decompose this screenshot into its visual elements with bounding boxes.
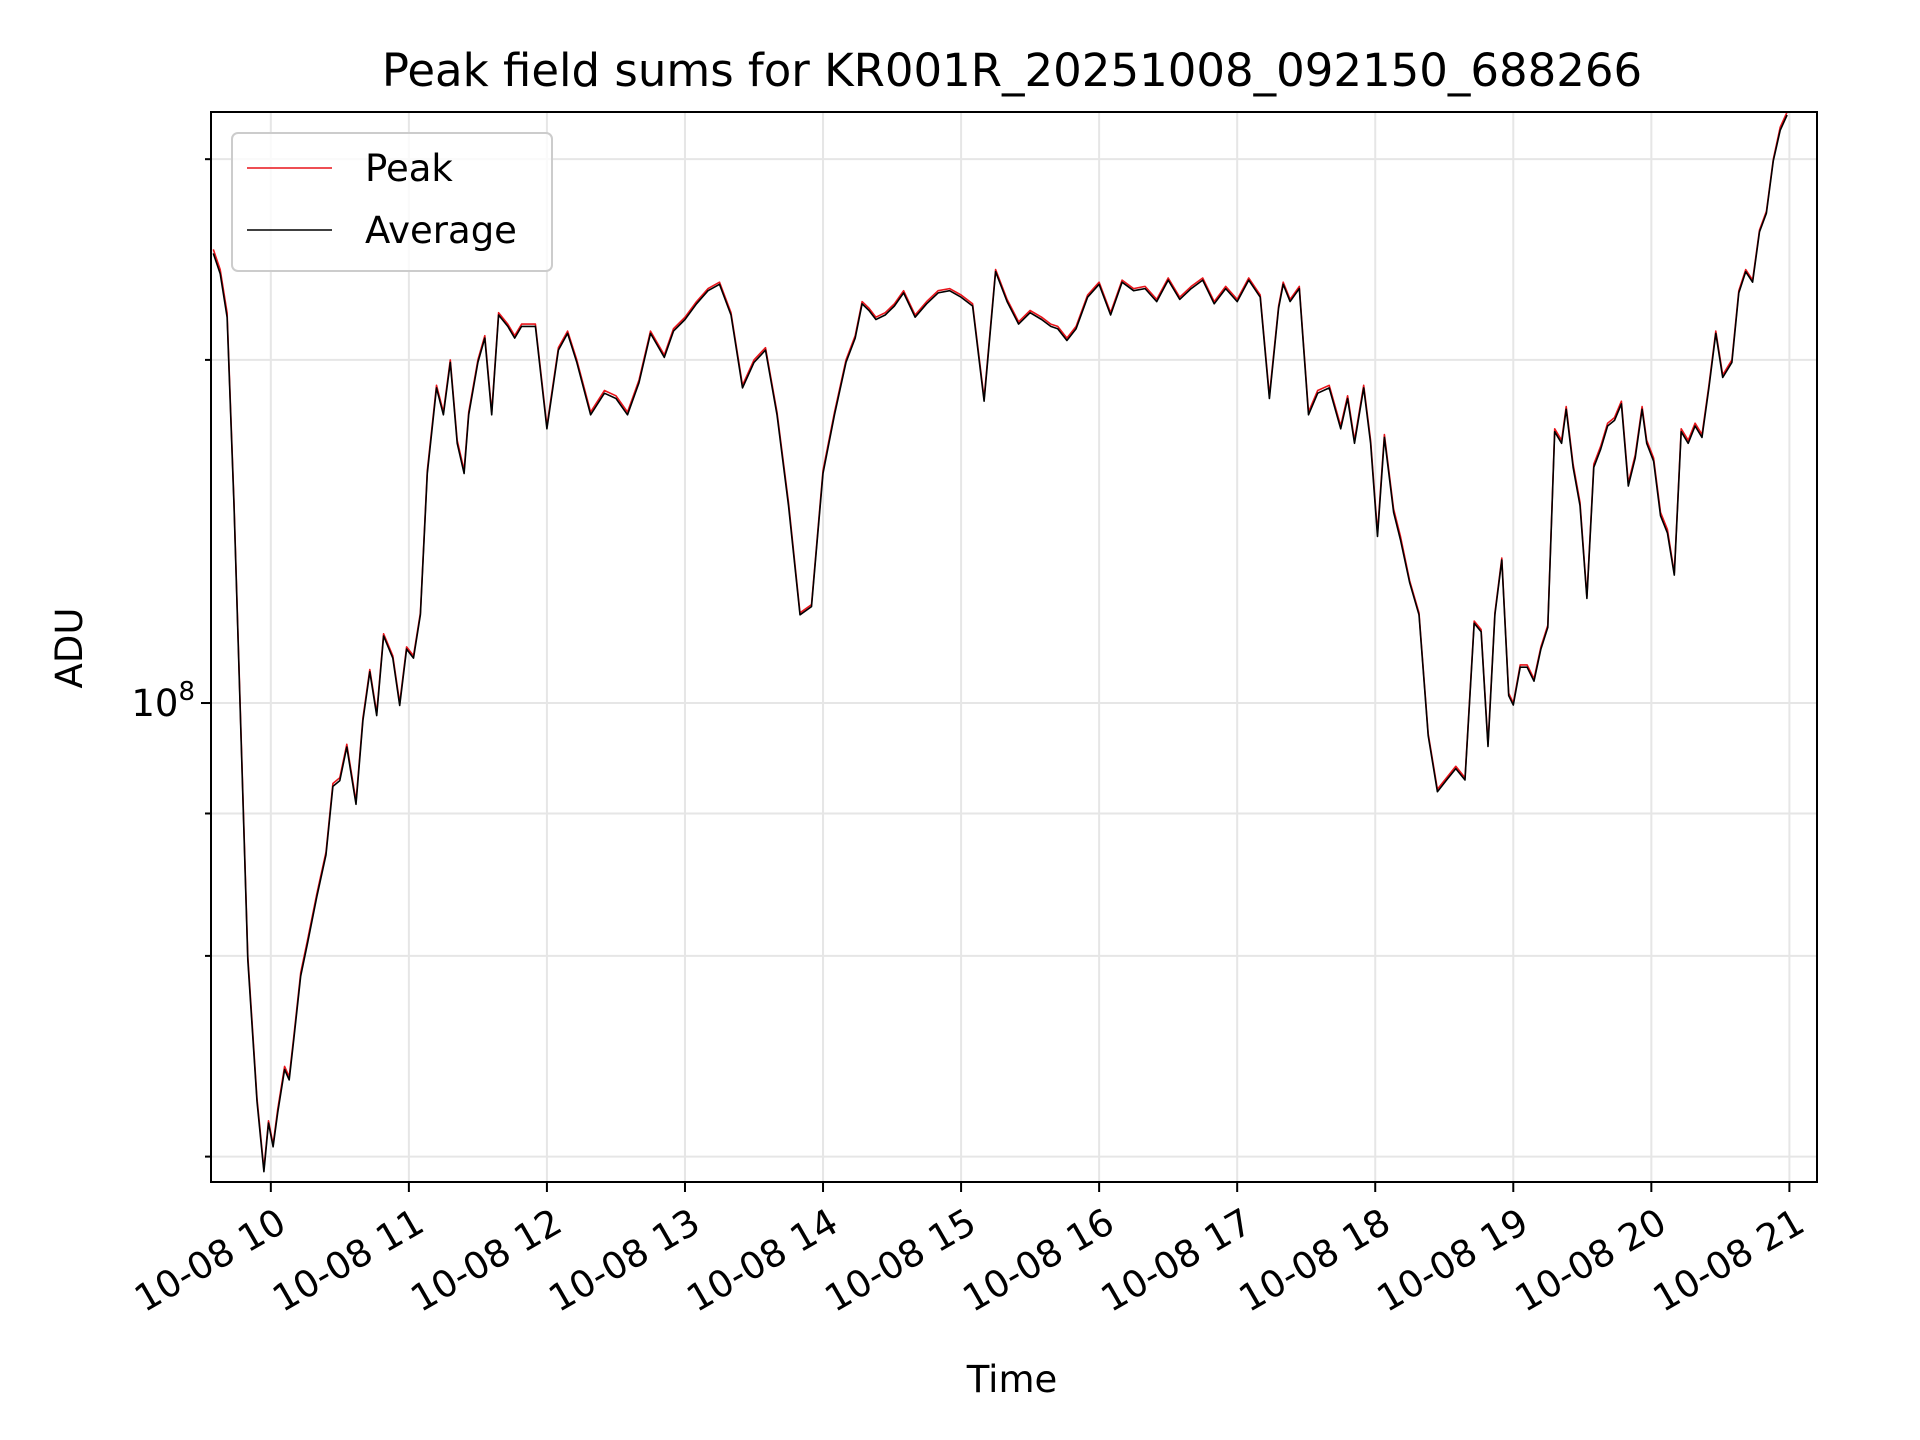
chart-title: Peak field sums for KR001R_20251008_0921… — [382, 44, 1642, 97]
y-tick-label: 108 — [131, 677, 195, 725]
axes-frame — [210, 111, 1818, 1183]
grid-lines — [211, 112, 1817, 1182]
x-axis-label: Time — [966, 1358, 1058, 1401]
legend-peak-label: Peak — [365, 147, 453, 190]
average-series-line — [212, 114, 1788, 1173]
legend: Peak Average — [231, 132, 553, 272]
y-axis-ticks: 108 — [131, 158, 211, 1158]
y-axis-label: ADU — [48, 608, 91, 689]
y-tick-label-exponent: 8 — [178, 677, 195, 707]
legend-average-label: Average — [365, 209, 517, 252]
plot-series — [212, 112, 1788, 1173]
y-tick-label-base: 10 — [131, 682, 178, 725]
